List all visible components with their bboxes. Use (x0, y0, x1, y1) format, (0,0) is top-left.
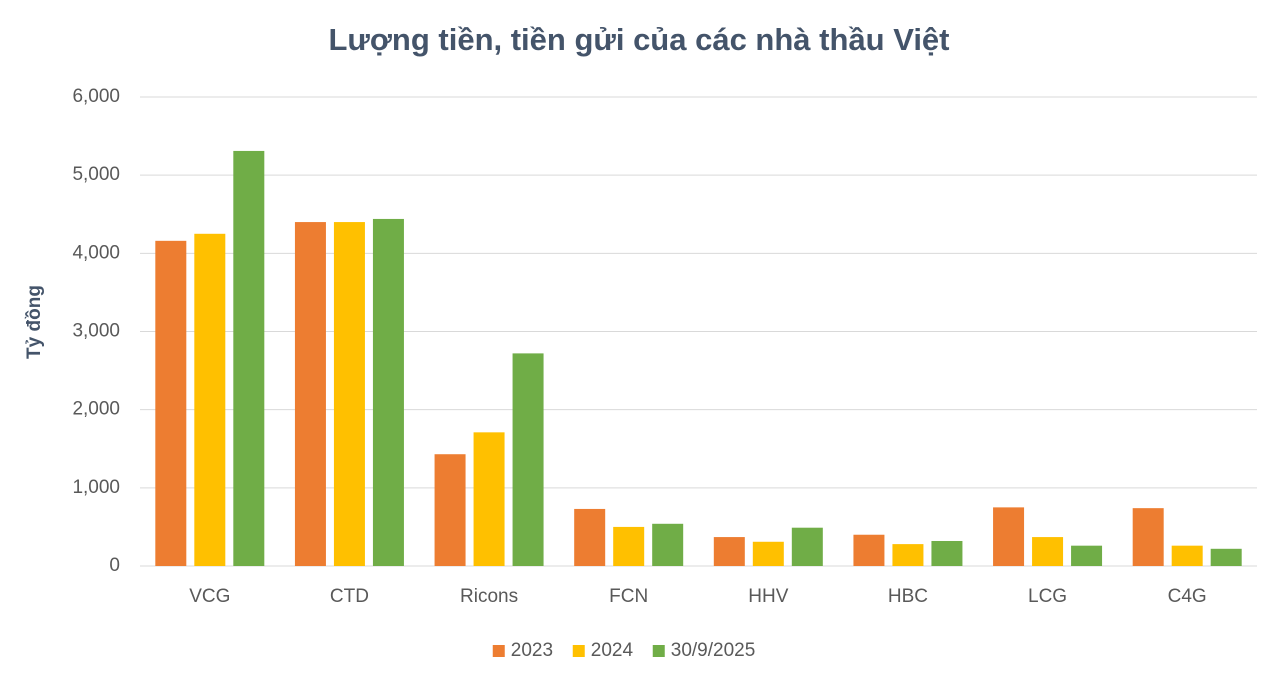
y-tick-label: 6,000 (72, 86, 120, 107)
y-tick-label: 5,000 (72, 164, 120, 185)
bar (652, 523, 684, 566)
legend-label: 30/9/2025 (671, 640, 756, 661)
x-tick-label: HHV (748, 586, 788, 607)
legend-swatch (652, 645, 665, 657)
bar (993, 507, 1025, 566)
bar (613, 526, 645, 566)
x-tick-label: FCN (609, 586, 648, 607)
x-tick-label: HBC (888, 586, 928, 607)
bar (791, 527, 823, 566)
y-tick-label: 2,000 (72, 399, 120, 420)
bar (155, 240, 187, 566)
y-tick-label: 0 (109, 555, 120, 576)
bar (434, 454, 466, 566)
x-tick-label: VCG (189, 586, 230, 607)
x-tick-label: LCG (1028, 586, 1067, 607)
bar (372, 218, 404, 566)
bar (574, 508, 606, 566)
bar (713, 537, 745, 566)
bar (752, 541, 784, 566)
y-tick-label: 3,000 (72, 321, 120, 342)
x-tick-label: Ricons (460, 586, 518, 607)
bar (233, 150, 265, 566)
legend-swatch (492, 645, 505, 657)
x-tick-label: C4G (1168, 586, 1207, 607)
bar (1210, 548, 1242, 566)
y-tick-label: 1,000 (72, 477, 120, 498)
bar (194, 233, 226, 566)
bar (333, 222, 365, 567)
bar (512, 353, 544, 566)
x-tick-label: CTD (330, 586, 369, 607)
chart-title: Lượng tiền, tiền gửi của các nhà thầu Vi… (328, 22, 949, 57)
bar (294, 222, 326, 567)
bar (931, 540, 963, 566)
y-axis-label: Tỷ đồng (24, 285, 45, 359)
bar (853, 534, 885, 566)
bar (473, 432, 505, 566)
bar (892, 544, 924, 566)
bar (1171, 545, 1203, 566)
y-tick-label: 4,000 (72, 242, 120, 263)
legend-label: 2024 (591, 640, 634, 661)
legend-swatch (572, 645, 585, 657)
bar (1071, 545, 1103, 566)
bar (1032, 537, 1064, 566)
bar (1132, 508, 1164, 566)
legend-label: 2023 (511, 640, 553, 661)
